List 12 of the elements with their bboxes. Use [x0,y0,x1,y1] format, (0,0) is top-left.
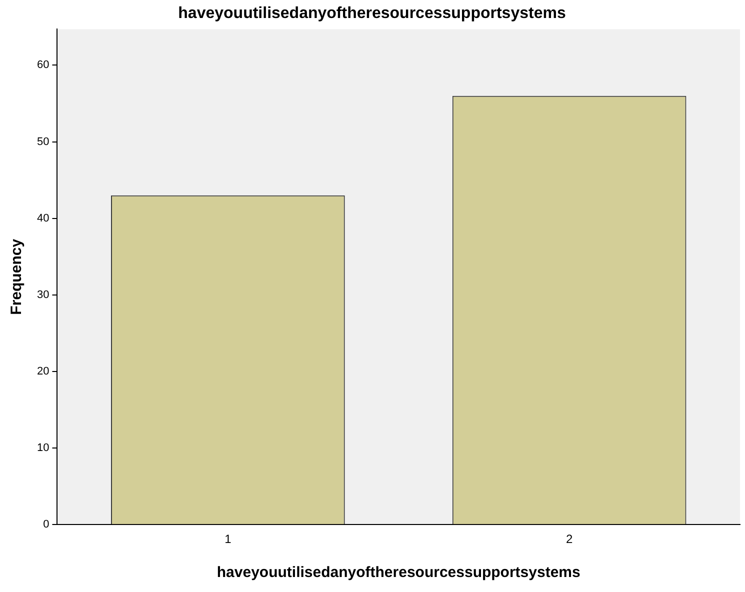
x-axis-title: haveyouutilisedanyoftheresourcessupportsystems [216,564,580,582]
x-tick-label: 2 [566,532,573,546]
y-tick-label: 20 [36,365,50,378]
y-tick-label: 40 [36,212,50,224]
y-tick-label: 60 [36,59,50,72]
y-tick-label: 10 [36,442,50,454]
x-tick-label: 1 [224,532,232,546]
y-tick-label: 50 [36,136,50,148]
y-axis-title: Frequency [8,238,26,315]
chart-title: haveyouutilisedanyoftheresourcessupportsystems [178,5,566,22]
y-tick-label: 0 [43,518,50,531]
y-tick-label: 30 [36,288,50,301]
